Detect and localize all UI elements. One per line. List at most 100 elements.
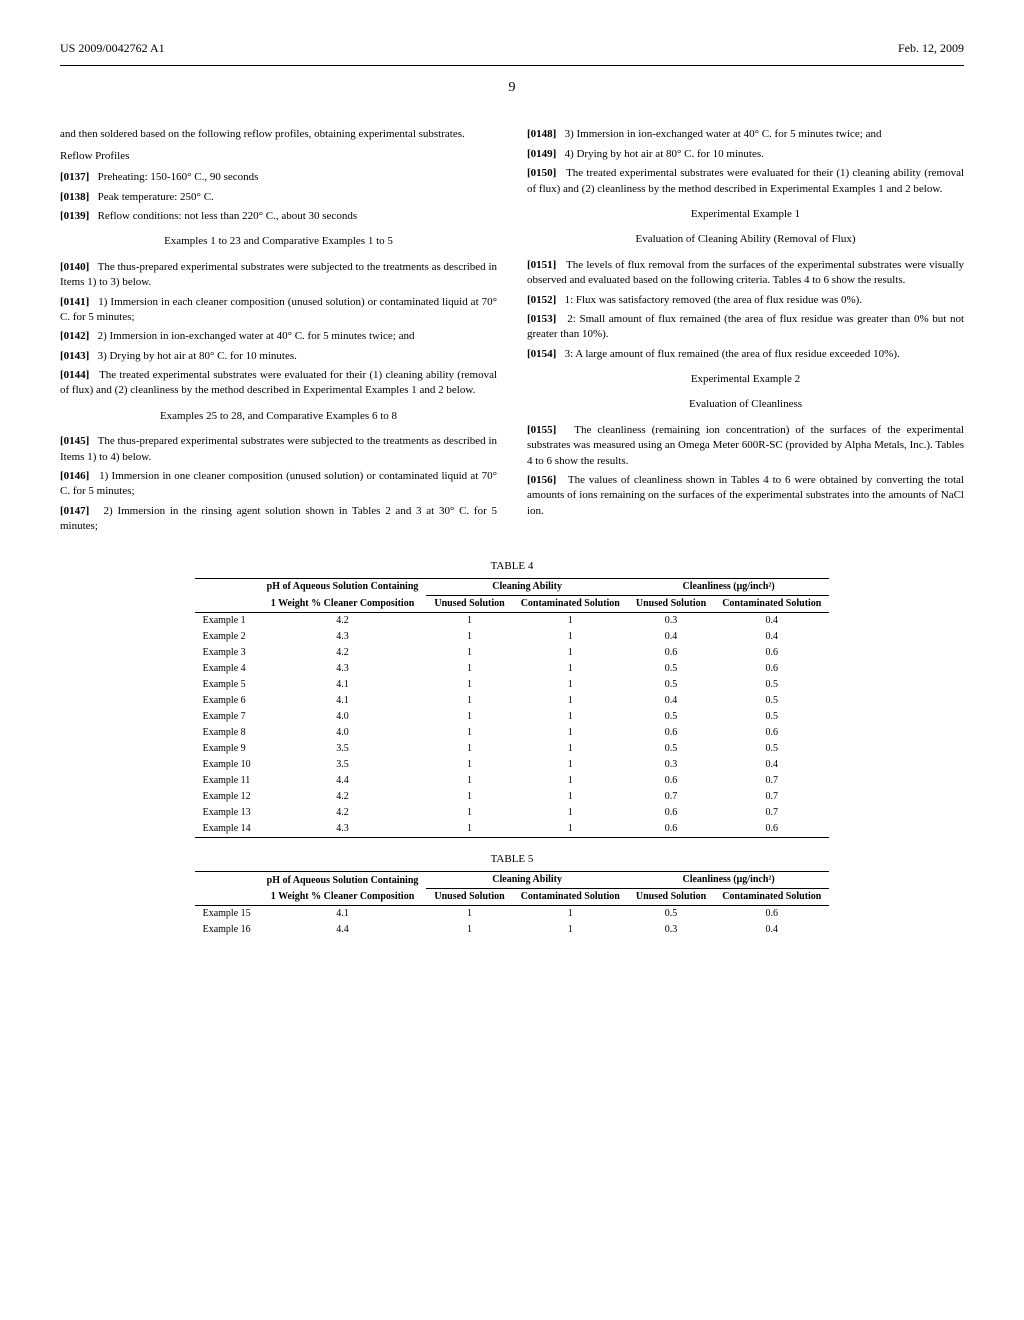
page-number: 9: [60, 78, 964, 98]
cell-cleanliness-contaminated: 0.6: [714, 645, 829, 661]
header-rule: [60, 65, 964, 66]
cell-cleaning-contaminated: 1: [513, 821, 628, 838]
cell-cleaning-contaminated: 1: [513, 773, 628, 789]
cell-cleanliness-contaminated: 0.5: [714, 677, 829, 693]
para-label: [0153]: [527, 313, 556, 325]
table-row: Example 103.5110.30.4: [195, 757, 830, 773]
cell-ph: 3.5: [259, 741, 427, 757]
intro-text: and then soldered based on the following…: [60, 127, 497, 142]
row-label: Example 2: [195, 629, 259, 645]
th-unused: Unused Solution: [628, 595, 714, 612]
para-0139: [0139] Reflow conditions: not less than …: [60, 209, 497, 224]
cell-cleanliness-contaminated: 0.5: [714, 741, 829, 757]
row-label: Example 12: [195, 789, 259, 805]
cell-cleaning-contaminated: 1: [513, 789, 628, 805]
th-contaminated: Contaminated Solution: [714, 889, 829, 906]
cell-cleaning-unused: 1: [426, 773, 512, 789]
cell-ph: 4.3: [259, 821, 427, 838]
para-label: [0149]: [527, 148, 556, 160]
cell-cleanliness-unused: 0.6: [628, 821, 714, 838]
cell-cleaning-unused: 1: [426, 612, 512, 629]
para-label: [0151]: [527, 259, 556, 271]
para-0144: [0144] The treated experimental substrat…: [60, 368, 497, 399]
table4: pH of Aqueous Solution Containing Cleani…: [195, 578, 830, 838]
cell-cleaning-contaminated: 1: [513, 693, 628, 709]
para-0138: [0138] Peak temperature: 250° C.: [60, 190, 497, 205]
para-label: [0154]: [527, 348, 556, 360]
cell-ph: 4.4: [259, 922, 427, 938]
cell-cleanliness-contaminated: 0.5: [714, 709, 829, 725]
para-label: [0140]: [60, 261, 89, 273]
row-label: Example 3: [195, 645, 259, 661]
cell-cleanliness-unused: 0.3: [628, 757, 714, 773]
cell-cleanliness-unused: 0.6: [628, 773, 714, 789]
para-text: The treated experimental substrates were…: [527, 167, 964, 194]
cell-cleaning-unused: 1: [426, 629, 512, 645]
th-unused: Unused Solution: [628, 889, 714, 906]
right-column: [0148] 3) Immersion in ion-exchanged wat…: [527, 127, 964, 538]
cell-cleaning-unused: 1: [426, 725, 512, 741]
para-label: [0137]: [60, 171, 89, 183]
row-label: Example 6: [195, 693, 259, 709]
th-contaminated: Contaminated Solution: [513, 889, 628, 906]
table-row: Example 74.0110.50.5: [195, 709, 830, 725]
para-text: Preheating: 150-160° C., 90 seconds: [98, 171, 259, 183]
row-label: Example 14: [195, 821, 259, 838]
para-text: 1: Flux was satisfactory removed (the ar…: [565, 294, 863, 306]
table-row: Example 164.4110.30.4: [195, 922, 830, 938]
th-unused: Unused Solution: [426, 889, 512, 906]
cell-cleanliness-unused: 0.5: [628, 677, 714, 693]
para-0143: [0143] 3) Drying by hot air at 80° C. fo…: [60, 349, 497, 364]
para-text: 1) Immersion in each cleaner composition…: [60, 296, 497, 323]
row-label: Example 9: [195, 741, 259, 757]
table-row: Example 14.2110.30.4: [195, 612, 830, 629]
para-label: [0141]: [60, 296, 89, 308]
cell-cleaning-contaminated: 1: [513, 661, 628, 677]
row-label: Example 5: [195, 677, 259, 693]
cell-cleaning-unused: 1: [426, 922, 512, 938]
th-cleaning: Cleaning Ability: [426, 872, 628, 889]
table-row: Example 124.2110.70.7: [195, 789, 830, 805]
cell-cleaning-contaminated: 1: [513, 612, 628, 629]
exp2-sub: Evaluation of Cleanliness: [527, 397, 964, 412]
para-text: 2) Immersion in ion-exchanged water at 4…: [98, 330, 415, 342]
para-text: 2: Small amount of flux remained (the ar…: [527, 313, 964, 340]
th-cleanliness: Cleanliness (μg/inch²): [628, 872, 830, 889]
cell-cleanliness-contaminated: 0.6: [714, 661, 829, 677]
para-label: [0145]: [60, 435, 89, 447]
th-contaminated: Contaminated Solution: [513, 595, 628, 612]
para-text: The treated experimental substrates were…: [60, 369, 497, 396]
cell-cleaning-unused: 1: [426, 677, 512, 693]
para-0155: [0155] The cleanliness (remaining ion co…: [527, 423, 964, 469]
table-row: Example 144.3110.60.6: [195, 821, 830, 838]
cell-cleanliness-unused: 0.6: [628, 725, 714, 741]
para-0151: [0151] The levels of flux removal from t…: [527, 258, 964, 289]
cell-cleanliness-unused: 0.3: [628, 922, 714, 938]
row-label: Example 1: [195, 612, 259, 629]
cell-cleaning-contaminated: 1: [513, 629, 628, 645]
th-ph2: 1 Weight % Cleaner Composition: [259, 595, 427, 612]
cell-cleanliness-contaminated: 0.4: [714, 757, 829, 773]
cell-cleaning-unused: 1: [426, 693, 512, 709]
cell-ph: 4.2: [259, 789, 427, 805]
row-label: Example 8: [195, 725, 259, 741]
cell-cleaning-unused: 1: [426, 906, 512, 923]
row-label: Example 15: [195, 906, 259, 923]
cell-cleanliness-contaminated: 0.4: [714, 612, 829, 629]
para-0156: [0156] The values of cleanliness shown i…: [527, 473, 964, 519]
exp1-title: Experimental Example 1: [527, 207, 964, 222]
para-text: Reflow conditions: not less than 220° C.…: [98, 210, 358, 222]
para-text: The thus-prepared experimental substrate…: [60, 435, 497, 462]
row-label: Example 13: [195, 805, 259, 821]
para-label: [0147]: [60, 505, 89, 517]
para-text: The cleanliness (remaining ion concentra…: [527, 424, 964, 467]
cell-ph: 4.0: [259, 709, 427, 725]
para-text: 3: A large amount of flux remained (the …: [565, 348, 900, 360]
para-text: The thus-prepared experimental substrate…: [60, 261, 497, 288]
cell-cleanliness-contaminated: 0.5: [714, 693, 829, 709]
row-label: Example 4: [195, 661, 259, 677]
cell-ph: 4.2: [259, 805, 427, 821]
cell-cleanliness-unused: 0.5: [628, 741, 714, 757]
cell-cleaning-contaminated: 1: [513, 741, 628, 757]
para-0137: [0137] Preheating: 150-160° C., 90 secon…: [60, 170, 497, 185]
